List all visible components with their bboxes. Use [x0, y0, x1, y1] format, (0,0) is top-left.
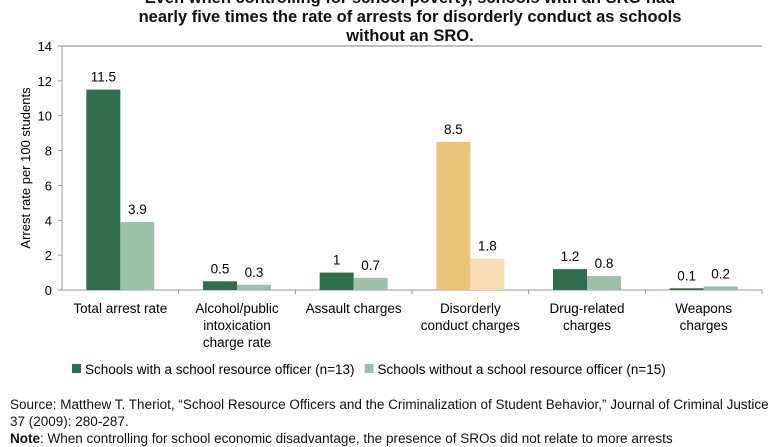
- x-tick-label: charges: [563, 318, 611, 333]
- y-tick-label: 14: [38, 39, 52, 54]
- title-line: nearly five times the rate of arrests fo…: [138, 8, 682, 26]
- source-note: Source: Matthew T. Theriot, “School Reso…: [10, 396, 770, 447]
- y-tick-label: 2: [45, 248, 52, 263]
- x-tick-label: intoxication: [203, 318, 271, 333]
- title-line: without an SRO.: [346, 27, 474, 45]
- data-label: 8.5: [444, 122, 463, 137]
- bar: [120, 222, 155, 290]
- bar: [203, 281, 237, 290]
- data-label: 1.8: [478, 239, 497, 254]
- legend-swatch: [364, 364, 374, 373]
- x-tick-label: Assault charges: [306, 301, 402, 316]
- title-line: Even when controlling for school poverty…: [60, 0, 760, 8]
- bar: [669, 288, 704, 290]
- x-tick-label: Disorderly: [440, 301, 501, 316]
- y-tick-label: 12: [38, 74, 52, 89]
- legend-label: Schools with a school resource officer (…: [85, 362, 355, 377]
- note-label: Note: [10, 431, 40, 446]
- y-tick-label: 8: [45, 144, 52, 159]
- data-label: 11.5: [91, 70, 116, 85]
- bar-chart: 0 2 4 6 8 10 12 14 Arrest rate per 100 students T…: [18, 39, 763, 377]
- data-label: 0.2: [711, 267, 730, 282]
- chart-title: Even when controlling for school poverty…: [60, 0, 760, 46]
- data-label: 0.3: [245, 265, 264, 280]
- note-text: Note: When controlling for school econom…: [10, 430, 770, 447]
- data-label: 0.7: [361, 258, 380, 273]
- bar: [470, 258, 505, 290]
- bar: [319, 272, 354, 290]
- bar: [703, 286, 738, 290]
- bar: [587, 276, 621, 290]
- data-label: 0.8: [595, 256, 614, 271]
- bar: [436, 141, 471, 290]
- data-label: 0.5: [211, 261, 230, 276]
- note-body: : When controlling for school economic d…: [40, 431, 673, 446]
- bar: [553, 269, 587, 290]
- x-tick-label: Weapons: [675, 301, 732, 316]
- bar: [237, 284, 271, 290]
- data-label: 1: [333, 253, 341, 268]
- bar: [86, 89, 121, 290]
- data-label: 1.2: [561, 249, 580, 264]
- bar: [353, 277, 388, 290]
- y-tick-label: 6: [45, 178, 52, 193]
- data-label: 0.1: [677, 268, 696, 283]
- legend-label: Schools without a school resource office…: [378, 362, 666, 377]
- x-tick-label: Drug-related: [549, 301, 624, 316]
- x-tick-label: Total arrest rate: [73, 301, 167, 316]
- y-axis-label: Arrest rate per 100 students: [18, 87, 33, 249]
- y-tick-label: 10: [38, 109, 52, 124]
- x-tick-label: charge rate: [203, 335, 271, 350]
- x-tick-label: conduct charges: [421, 318, 520, 333]
- legend-swatch: [72, 364, 81, 373]
- y-tick-label: 0: [45, 283, 52, 298]
- source-text: Source: Matthew T. Theriot, “School Reso…: [10, 397, 769, 429]
- y-tick-label: 4: [45, 213, 52, 228]
- data-label: 3.9: [128, 202, 147, 217]
- x-tick-label: charges: [680, 318, 728, 333]
- x-tick-label: Alcohol/public: [195, 301, 279, 316]
